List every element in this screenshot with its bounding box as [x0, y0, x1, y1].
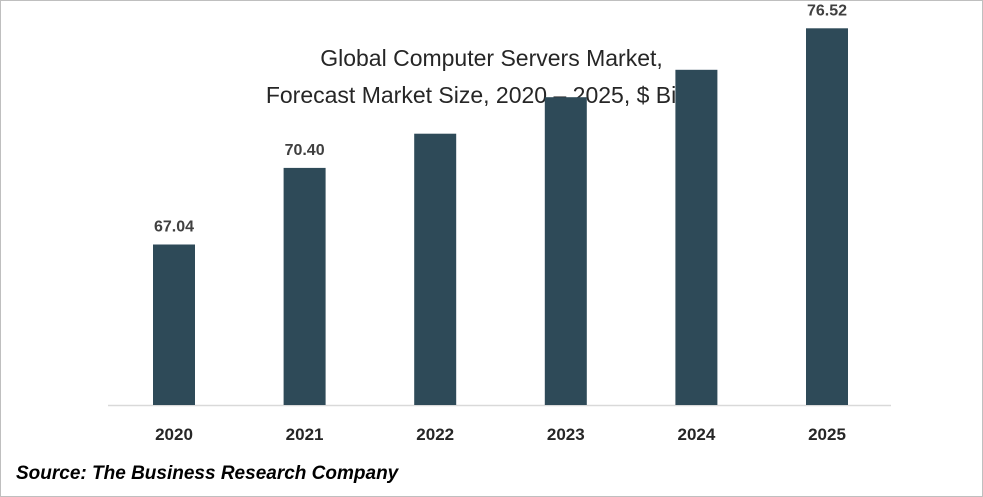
x-tick-label-2024: 2024	[677, 425, 715, 444]
data-label-2020: 67.04	[154, 219, 194, 236]
x-tick-label-2025: 2025	[808, 425, 846, 444]
bar-2025	[806, 28, 848, 405]
x-tick-label-2023: 2023	[547, 425, 585, 444]
bar-chart: 2020 67.04 2021 70.40 2022 2023 2024 2025 76.52	[0, 0, 983, 497]
bar-2023	[545, 97, 587, 405]
x-tick-label-2022: 2022	[416, 425, 454, 444]
source-note: Source: The Business Research Company	[16, 463, 398, 485]
bar-2021	[284, 168, 326, 405]
data-label-2021: 70.40	[285, 142, 325, 159]
bar-2024	[675, 70, 717, 405]
data-label-2025: 76.52	[807, 2, 847, 19]
x-tick-label-2020: 2020	[155, 425, 193, 444]
bar-2020	[153, 245, 195, 406]
bar-2022	[414, 134, 456, 405]
x-tick-label-2021: 2021	[286, 425, 324, 444]
